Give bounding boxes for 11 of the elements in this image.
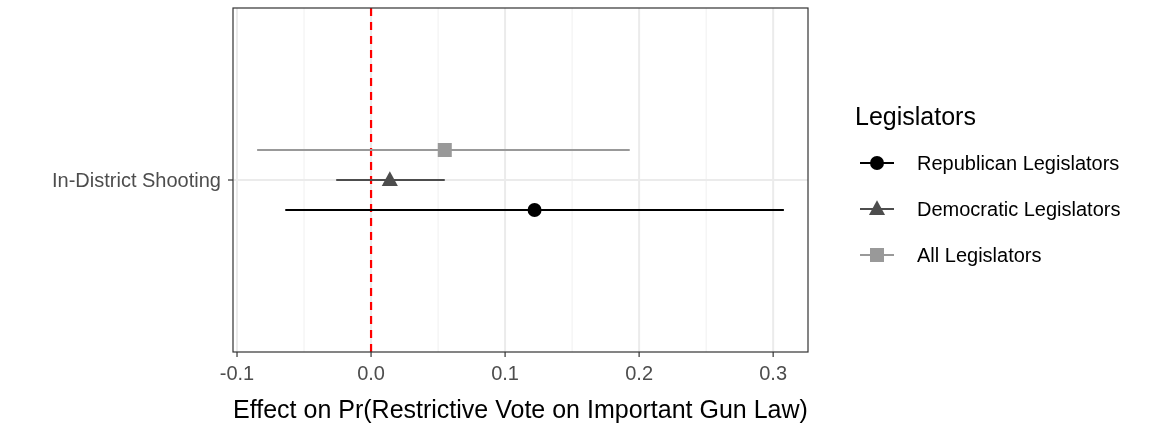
x-tick-label: -0.1 (219, 362, 255, 384)
x-tick-label: 0.1 (491, 362, 519, 384)
x-tick-label: 0.2 (625, 362, 654, 384)
legend-label: Republican Legislators (917, 152, 1120, 174)
y-tick-label: In-District Shooting (52, 169, 221, 191)
x-axis-title: Effect on Pr(Restrictive Vote on Important Gun Law) (233, 395, 808, 423)
legend-title: Legislators (855, 102, 976, 130)
legend-label: Democratic Legislators (917, 198, 1121, 220)
x-tick-label: 0.0 (357, 362, 385, 384)
legend-label: All Legislators (917, 244, 1042, 266)
x-tick-label: 0.3 (759, 362, 788, 384)
